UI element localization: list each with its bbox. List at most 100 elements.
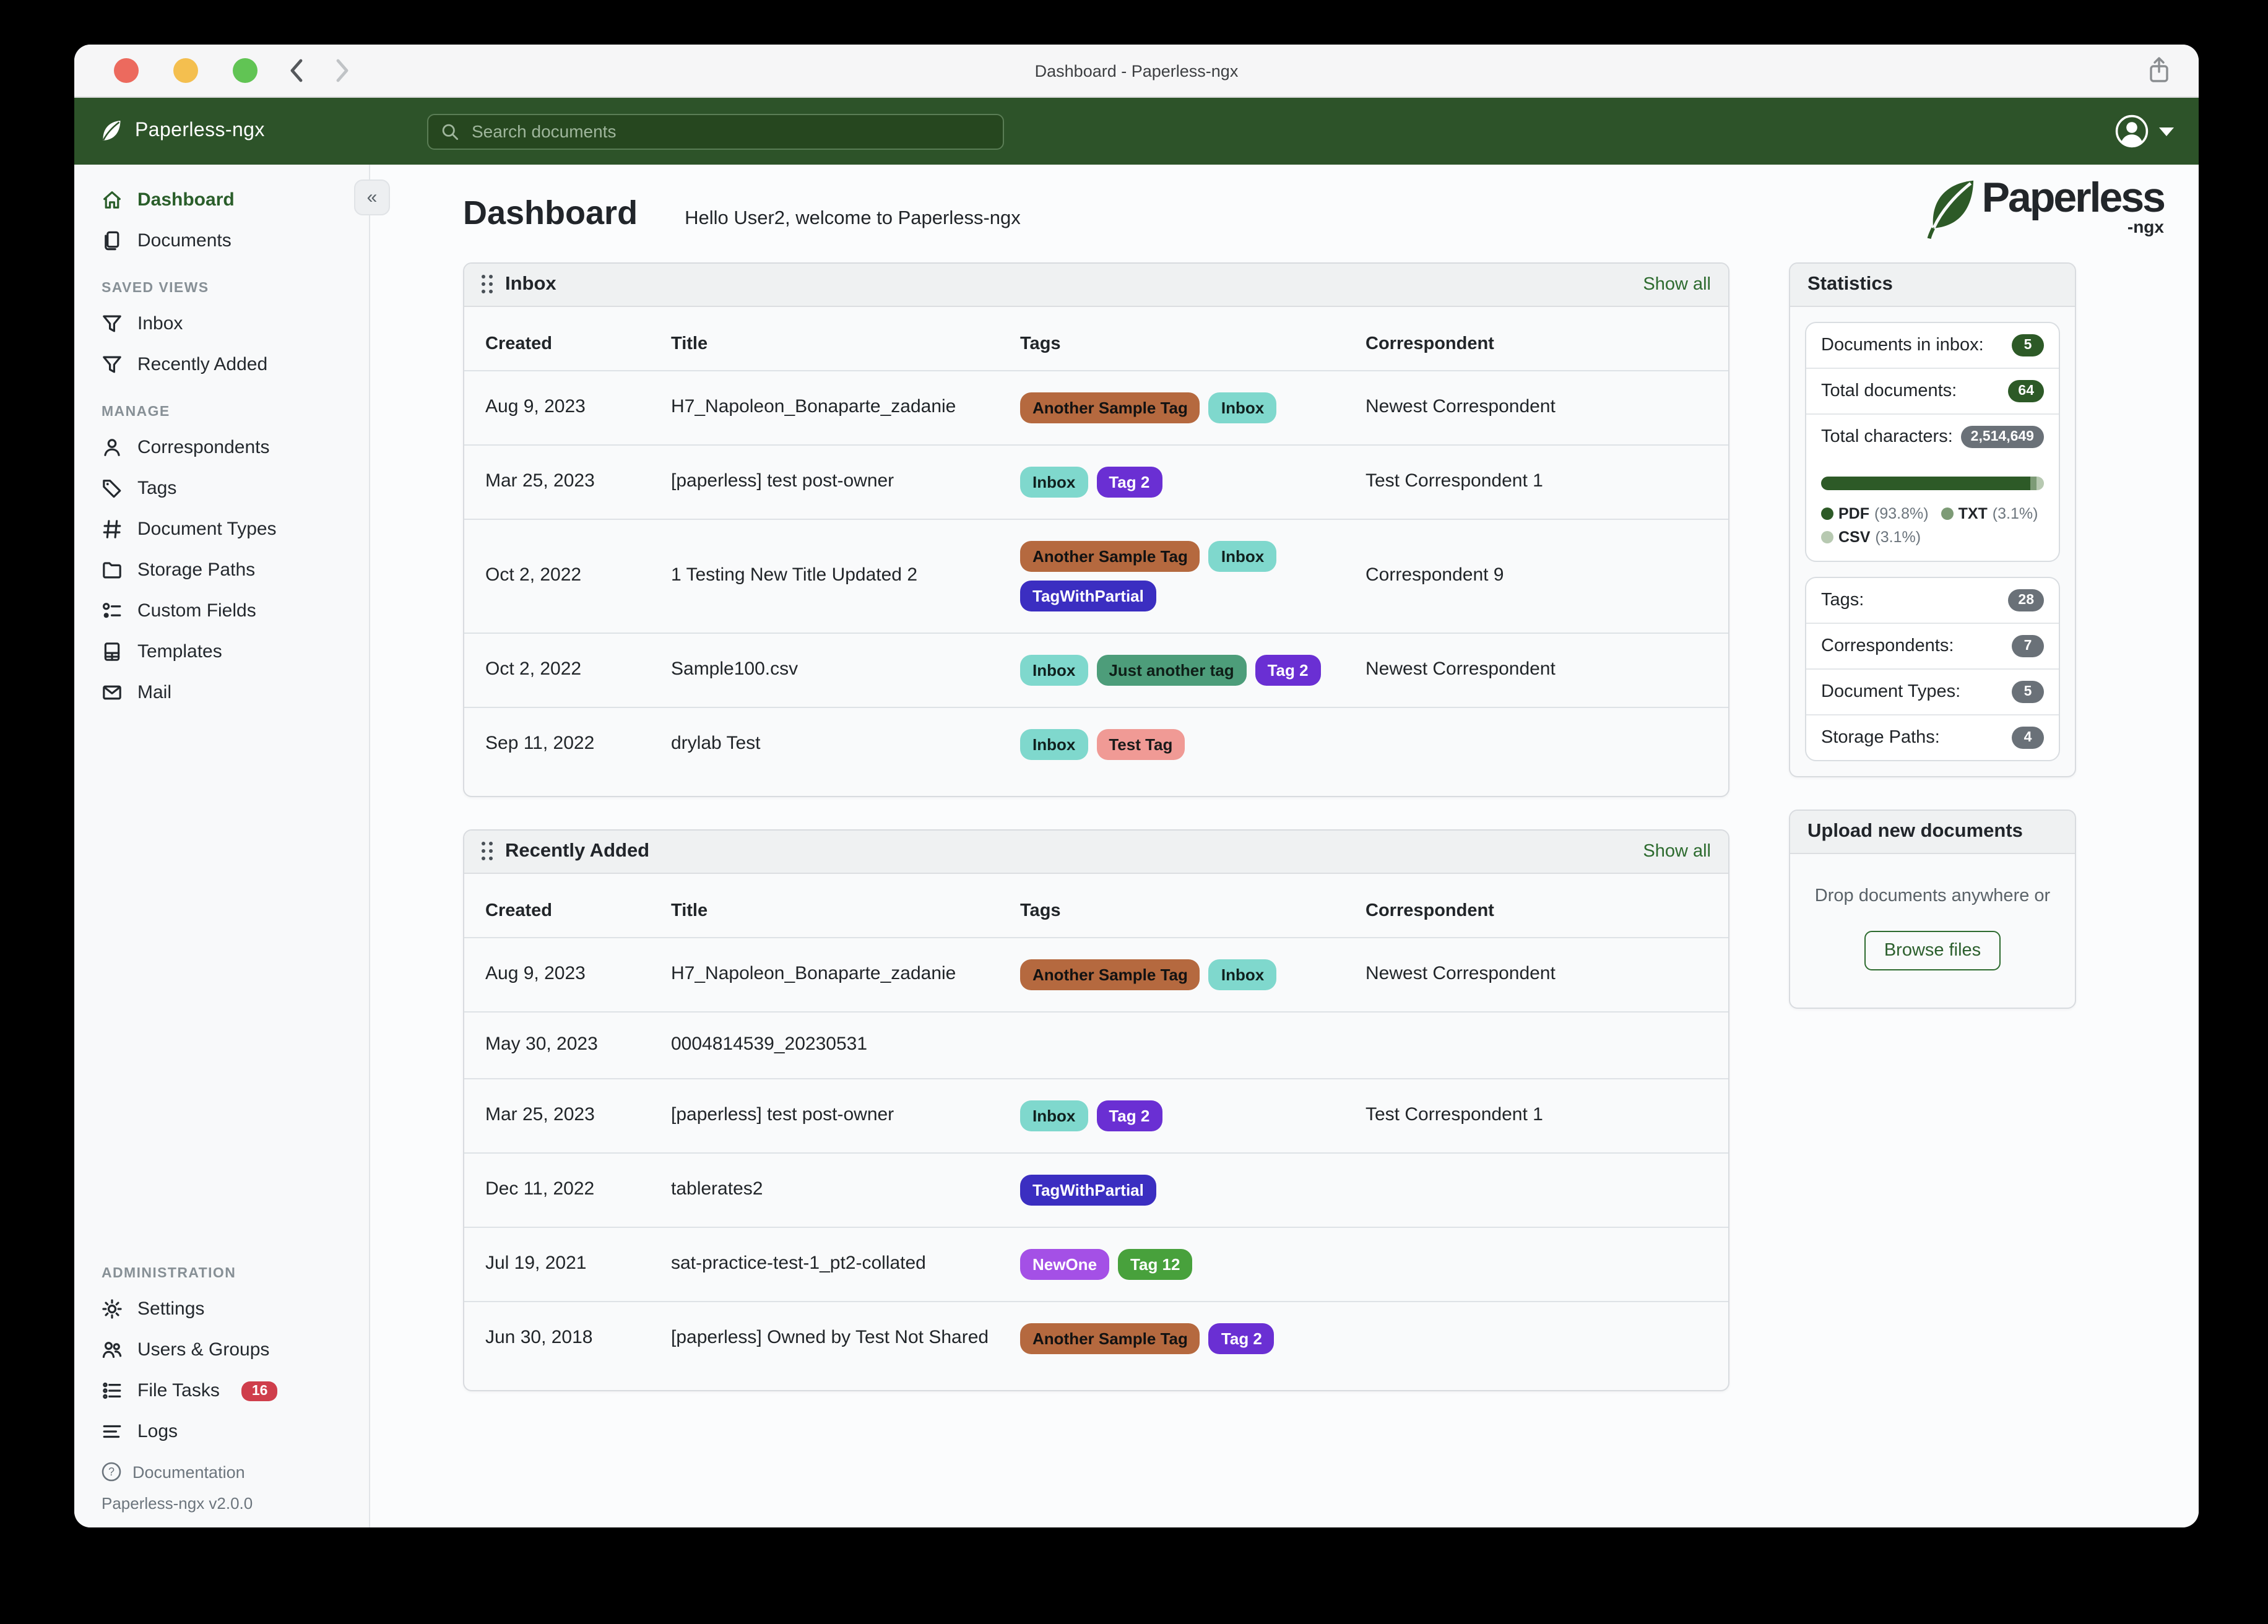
- card-title: Inbox: [505, 274, 556, 295]
- correspondent-cell: Newest Correspondent: [1366, 659, 1556, 680]
- titlebar: Dashboard - Paperless-ngx: [74, 45, 2199, 98]
- brand-name: Paperless-ngx: [135, 120, 265, 141]
- sidebar-item-custom-fields[interactable]: Custom Fields: [74, 590, 369, 631]
- tag-pill-test-tag[interactable]: Test Tag: [1096, 729, 1185, 760]
- stat-row-documents-in-inbox: Documents in inbox: 5: [1806, 323, 2059, 368]
- sidebar-item-document-types[interactable]: Document Types: [74, 509, 369, 550]
- document-row[interactable]: Oct 2, 2022 1 Testing New Title Updated 2…: [464, 519, 1728, 633]
- sidebar-item-mail[interactable]: Mail: [74, 672, 369, 713]
- sidebar-item-users-groups[interactable]: Users & Groups: [74, 1329, 369, 1370]
- document-row[interactable]: May 30, 2023 0004814539_20230531: [464, 1011, 1728, 1078]
- document-row[interactable]: Dec 11, 2022 tablerates2 TagWithPartial: [464, 1152, 1728, 1227]
- title-cell[interactable]: tablerates2: [671, 1178, 763, 1199]
- legend-percent: (3.1%): [1875, 529, 1921, 546]
- tag-pill-inbox[interactable]: Inbox: [1208, 959, 1277, 990]
- tag-pill-another-sample-tag[interactable]: Another Sample Tag: [1020, 1323, 1200, 1354]
- document-row[interactable]: Jul 19, 2021 sat-practice-test-1_pt2-coll…: [464, 1226, 1728, 1301]
- tag-pill-inbox[interactable]: Inbox: [1020, 655, 1088, 686]
- app-version: Paperless-ngx v2.0.0: [102, 1494, 253, 1513]
- tag-pill-another-sample-tag[interactable]: Another Sample Tag: [1020, 392, 1200, 423]
- title-cell[interactable]: H7_Napoleon_Bonaparte_zadanie: [671, 963, 956, 985]
- created-cell: Jun 30, 2018: [485, 1326, 593, 1348]
- tag-pill-tagwithpartial[interactable]: TagWithPartial: [1020, 581, 1156, 611]
- sidebar-item-tags[interactable]: Tags: [74, 468, 369, 509]
- tag-pill-tag-12[interactable]: Tag 12: [1118, 1248, 1193, 1280]
- logs-icon: [102, 1421, 123, 1442]
- drag-handle-icon[interactable]: [482, 275, 494, 295]
- legend-dot-icon: [1821, 531, 1833, 543]
- sidebar-item-label: Correspondents: [137, 437, 270, 458]
- tag-pill-tag-2[interactable]: Tag 2: [1096, 1100, 1162, 1131]
- tag-pill-tag-2[interactable]: Tag 2: [1208, 1323, 1275, 1354]
- tag-pill-just-another-tag[interactable]: Just another tag: [1096, 655, 1247, 686]
- browser-back-icon[interactable]: [287, 57, 306, 84]
- stat-value-badge: 5: [2012, 334, 2044, 356]
- minimize-window-button[interactable]: [173, 58, 198, 83]
- tag-pill-tagwithpartial[interactable]: TagWithPartial: [1020, 1174, 1156, 1206]
- search-input[interactable]: [469, 120, 990, 142]
- search-bar[interactable]: [427, 113, 1004, 149]
- sidebar-item-logs[interactable]: Logs: [74, 1411, 369, 1452]
- zoom-window-button[interactable]: [233, 58, 258, 83]
- browse-files-button[interactable]: Browse files: [1864, 931, 2001, 970]
- document-row[interactable]: Sep 11, 2022 drylab Test Inbox Test Tag: [464, 707, 1728, 781]
- tag-pill-another-sample-tag[interactable]: Another Sample Tag: [1020, 959, 1200, 990]
- sidebar-item-documents[interactable]: Documents: [74, 220, 369, 261]
- folder-icon: [102, 559, 123, 581]
- tag-pill-tag-2[interactable]: Tag 2: [1255, 655, 1321, 686]
- created-cell: Dec 11, 2022: [485, 1178, 595, 1199]
- sidebar-item-correspondents[interactable]: Correspondents: [74, 427, 369, 468]
- title-cell[interactable]: 1 Testing New Title Updated 2: [671, 564, 918, 586]
- sidebar-item-dashboard[interactable]: Dashboard: [74, 179, 369, 220]
- title-cell[interactable]: Sample100.csv: [671, 659, 799, 680]
- close-window-button[interactable]: [114, 58, 139, 83]
- sidebar-item-label: Inbox: [137, 313, 183, 334]
- sidebar-item-settings[interactable]: Settings: [74, 1289, 369, 1329]
- title-cell[interactable]: [paperless] Owned by Test Not Shared: [671, 1326, 989, 1348]
- title-cell[interactable]: [paperless] test post-owner: [671, 470, 894, 492]
- app-window: Dashboard - Paperless-ngx Paperless-ngx: [74, 45, 2199, 1527]
- sidebar-item-label: Documents: [137, 230, 232, 251]
- document-row[interactable]: Jun 30, 2018 [paperless] Owned by Test No…: [464, 1300, 1728, 1375]
- drag-handle-icon[interactable]: [482, 842, 494, 862]
- inbox-show-all-link[interactable]: Show all: [1643, 275, 1711, 295]
- title-cell[interactable]: drylab Test: [671, 733, 761, 754]
- title-cell[interactable]: H7_Napoleon_Bonaparte_zadanie: [671, 396, 956, 418]
- share-icon[interactable]: [2147, 56, 2171, 85]
- upload-dropzone[interactable]: Drop documents anywhere or Browse files: [1790, 854, 2075, 1008]
- title-cell[interactable]: sat-practice-test-1_pt2-collated: [671, 1252, 926, 1274]
- document-row[interactable]: Oct 2, 2022 Sample100.csv Inbox Just anothe…: [464, 633, 1728, 707]
- sidebar-item-inbox[interactable]: Inbox: [74, 303, 369, 344]
- title-cell[interactable]: [paperless] test post-owner: [671, 1104, 894, 1125]
- document-row[interactable]: Mar 25, 2023 [paperless] test post-owner I…: [464, 1078, 1728, 1152]
- browser-forward-icon[interactable]: [333, 57, 352, 84]
- sidebar-item-templates[interactable]: Templates: [74, 631, 369, 672]
- created-cell: May 30, 2023: [485, 1034, 598, 1055]
- recently-added-show-all-link[interactable]: Show all: [1643, 842, 1711, 862]
- tag-pill-another-sample-tag[interactable]: Another Sample Tag: [1020, 541, 1200, 572]
- column-header-created: Created: [485, 334, 552, 354]
- tag-pill-inbox[interactable]: Inbox: [1020, 1100, 1088, 1131]
- documentation-link[interactable]: ? Documentation: [74, 1457, 369, 1487]
- column-header-tags: Tags: [1020, 334, 1061, 354]
- created-cell: Oct 2, 2022: [485, 659, 582, 680]
- sidebar-item-storage-paths[interactable]: Storage Paths: [74, 550, 369, 590]
- user-menu[interactable]: [2114, 114, 2174, 149]
- tag-pill-tag-2[interactable]: Tag 2: [1096, 467, 1162, 498]
- tag-pill-inbox[interactable]: Inbox: [1208, 541, 1277, 572]
- sidebar-nav: Dashboard Documents SAVED VIEWS Inbox Recent…: [74, 179, 369, 1452]
- sidebar-collapse-button[interactable]: «: [354, 179, 390, 215]
- title-cell[interactable]: 0004814539_20230531: [671, 1034, 868, 1055]
- sidebar-item-label: Templates: [137, 641, 222, 662]
- tag-pill-inbox[interactable]: Inbox: [1208, 392, 1277, 423]
- tag-pill-inbox[interactable]: Inbox: [1020, 729, 1088, 760]
- brand[interactable]: Paperless-ngx: [74, 119, 370, 144]
- upload-card: Upload new documents Drop documents anyw…: [1789, 810, 2076, 1009]
- document-row[interactable]: Aug 9, 2023 H7_Napoleon_Bonaparte_zadanie…: [464, 370, 1728, 444]
- tag-pill-newone[interactable]: NewOne: [1020, 1248, 1110, 1280]
- sidebar-item-file-tasks[interactable]: File Tasks 16: [74, 1370, 369, 1411]
- tag-pill-inbox[interactable]: Inbox: [1020, 467, 1088, 498]
- document-row[interactable]: Aug 9, 2023 H7_Napoleon_Bonaparte_zadanie…: [464, 937, 1728, 1011]
- document-row[interactable]: Mar 25, 2023 [paperless] test post-owner I…: [464, 444, 1728, 519]
- sidebar-item-recently-added[interactable]: Recently Added: [74, 344, 369, 385]
